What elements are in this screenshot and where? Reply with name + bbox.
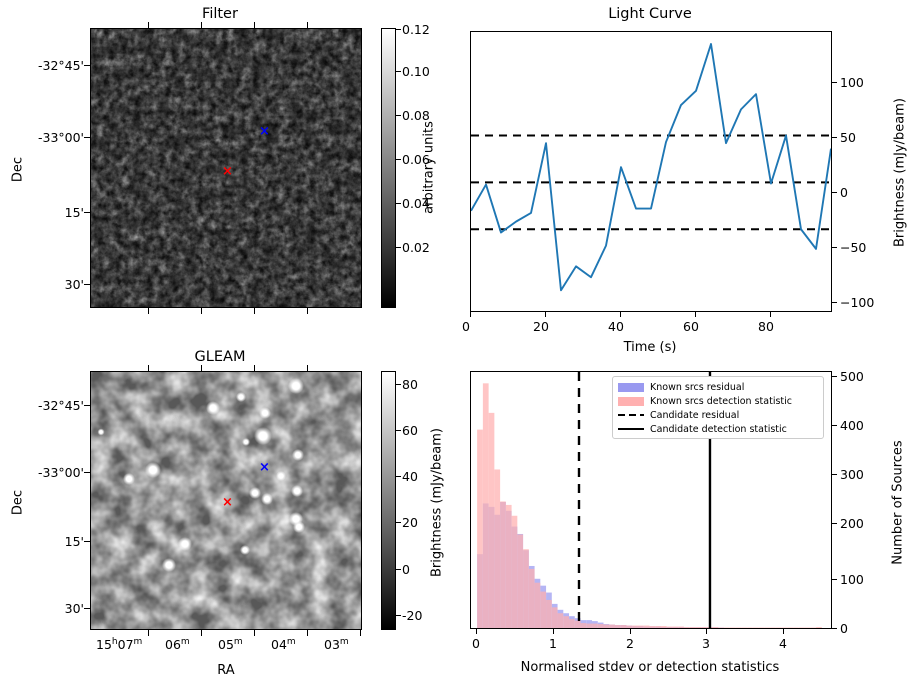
filter-cbar-tick-4: 0.10: [402, 64, 430, 79]
filter-dec-tick-0: -32°45': [37, 58, 84, 73]
gleam-panel: GLEAM: [0, 345, 450, 699]
filter-cbar-tick-3: 0.08: [402, 108, 430, 123]
legend-item-1: Known srcs detection statistic: [618, 394, 818, 408]
filter-cbar-tick-1: 0.04: [402, 196, 430, 211]
lc-ytick-neg100: −100: [840, 295, 875, 310]
lc-ytick-0: 0: [840, 185, 848, 200]
legend-swatch-known-srcs-detection-statistic: [618, 396, 644, 406]
gleam-cbar-tick-3: 40: [402, 469, 418, 484]
lc-xtick-0: 0: [462, 319, 470, 334]
hist-series: [477, 383, 822, 628]
filter-cbar-tick-5: 0.12: [402, 22, 430, 37]
hist-xtick-1: 1: [549, 636, 557, 651]
hist-ytick-400: 400: [840, 418, 864, 433]
light-curve-axes: [470, 31, 832, 312]
filter-dec-tick-1: -33°00': [37, 130, 84, 145]
hist-xtick-3: 3: [702, 636, 710, 651]
lc-ylabel: Brightness (mJy/beam): [892, 98, 907, 247]
legend-solid-line-icon: [618, 426, 644, 432]
lc-xtick-2: 40: [608, 319, 624, 334]
filter-noise-image: [91, 29, 361, 307]
point-sources: [97, 378, 305, 572]
gleam-xlabel: RA: [217, 663, 235, 678]
legend-label-1: Known srcs detection statistic: [650, 395, 792, 407]
hist-ylabel: Number of Sources: [890, 440, 906, 565]
filter-dec-tick-2: 15': [64, 205, 84, 220]
filter-colorbar-label: arbitrary units: [421, 121, 437, 214]
filter-colorbar: [381, 28, 396, 308]
gleam-ra-tick-4: 03m: [324, 637, 349, 653]
hist-ytick-100: 100: [840, 572, 864, 587]
gleam-cbar-tick-0: -20: [402, 608, 423, 623]
gleam-colorbar: [381, 371, 396, 630]
lc-ytick-100: 100: [840, 75, 864, 90]
legend-item-2: Candidate residual: [618, 408, 818, 422]
light-curve-title: Light Curve: [608, 6, 692, 22]
blue-cross-marker: ×: [259, 124, 270, 139]
filter-dec-tick-3: 30': [64, 277, 84, 292]
hist-ytick-200: 200: [840, 516, 864, 531]
legend-label-0: Known srcs residual: [650, 381, 745, 393]
legend-swatch-known-srcs-residual: [618, 382, 644, 392]
gleam-cbar-tick-1: 0: [402, 562, 410, 577]
histogram-panel: Known srcs residual Known srcs detection…: [440, 345, 907, 699]
gleam-dec-tick-3: 30': [64, 601, 84, 616]
lc-xtick-1: 20: [533, 319, 549, 334]
gleam-ra-tick-2: 05m: [218, 637, 243, 653]
gleam-dec-tick-2: 15': [64, 534, 84, 549]
filter-cbar-tick-2: 0.06: [402, 152, 430, 167]
lc-ytick-50: 50: [840, 130, 856, 145]
hist-ytick-0: 0: [840, 621, 848, 636]
red-cross-marker: ×: [222, 495, 233, 510]
gleam-ra-tick-1: 06m: [165, 637, 190, 653]
lc-xtick-4: 80: [758, 319, 774, 334]
gleam-sky-image: [91, 372, 361, 629]
lc-ytick-neg50: −50: [840, 240, 867, 255]
light-curve-plot: [471, 43, 831, 292]
hist-xtick-2: 2: [626, 636, 634, 651]
hist-xlabel: Normalised stdev or detection statistics: [520, 660, 780, 675]
gleam-ra-tick-0: 15h07m: [96, 637, 143, 653]
gleam-image-axes: × ×: [90, 371, 362, 630]
light-curve-panel: Light Curve 0 20 40 60 80 Time (s) 100 5…: [440, 0, 907, 355]
gleam-cbar-tick-2: 20: [402, 515, 418, 530]
filter-panel: Filter × × -32°45' -33°00' 15' 30': [0, 0, 450, 345]
filter-title: Filter: [202, 6, 238, 22]
gleam-cbar-tick-4: 60: [402, 423, 418, 438]
gleam-cbar-tick-5: 80: [402, 377, 418, 392]
gleam-dec-tick-0: -32°45': [37, 398, 84, 413]
hist-xtick-4: 4: [779, 636, 787, 651]
blue-cross-marker: ×: [259, 460, 270, 475]
lc-xtick-3: 60: [683, 319, 699, 334]
legend-dashed-line-icon: [618, 412, 644, 418]
gleam-dec-tick-1: -33°00': [37, 465, 84, 480]
hist-ytick-500: 500: [840, 369, 864, 384]
hist-xtick-0: 0: [472, 636, 480, 651]
legend-item-3: Candidate detection statistic: [618, 422, 818, 436]
legend-item-0: Known srcs residual: [618, 380, 818, 394]
histogram-legend: Known srcs residual Known srcs detection…: [612, 376, 824, 439]
red-cross-marker: ×: [222, 164, 233, 179]
filter-image-axes: × ×: [90, 28, 362, 308]
legend-label-3: Candidate detection statistic: [650, 423, 787, 435]
gleam-title: GLEAM: [194, 349, 246, 365]
filter-cbar-tick-0: 0.02: [402, 240, 430, 255]
gleam-ylabel: Dec: [10, 489, 26, 516]
gleam-ra-tick-3: 04m: [271, 637, 296, 653]
legend-label-2: Candidate residual: [650, 409, 740, 421]
lc-xlabel: Time (s): [623, 340, 677, 355]
hist-ytick-300: 300: [840, 467, 864, 482]
filter-ylabel: Dec: [10, 156, 26, 183]
